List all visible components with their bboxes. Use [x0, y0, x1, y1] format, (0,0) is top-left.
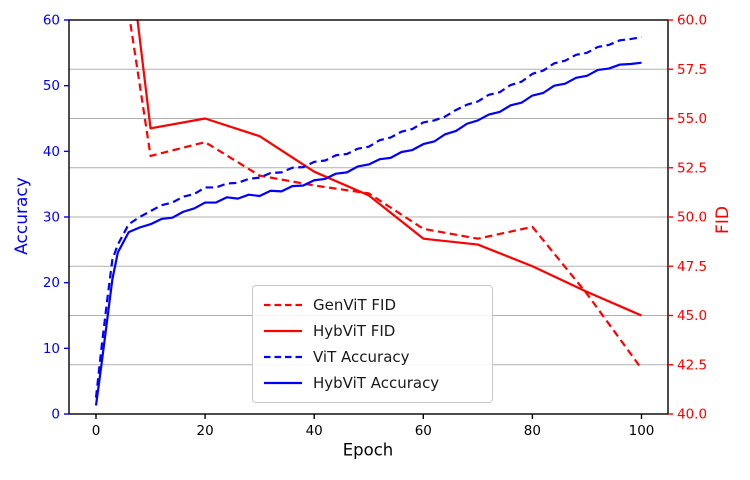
x-tick-label: 60 [415, 423, 432, 439]
y-tick-label-right: 52.5 [677, 160, 707, 176]
series-vit-accuracy [94, 35, 642, 398]
y-axis-label-left: Accuracy [12, 177, 32, 255]
y-tick-label-left: 20 [43, 275, 60, 291]
y-tick-label-right: 55.0 [677, 111, 707, 127]
x-tick-label: 100 [629, 423, 655, 439]
x-axis-label: Epoch [342, 440, 394, 460]
legend-label: HybViT FID [313, 322, 396, 340]
x-tick-label: 80 [524, 423, 541, 439]
y-tick-label-left: 0 [51, 407, 60, 423]
y-tick-label-right: 57.5 [677, 62, 707, 78]
y-tick-label-right: 40.0 [677, 407, 707, 423]
y-axis-label-right: FID [713, 206, 733, 234]
y-tick-label-right: 47.5 [677, 259, 707, 275]
y-tick-label-left: 50 [43, 78, 60, 94]
x-tick-label: 0 [92, 423, 101, 439]
series-group [94, 20, 643, 406]
legend-label: ViT Accuracy [313, 348, 410, 366]
series-hybvit-accuracy [94, 61, 642, 406]
legend-item-genvit-fid: GenViT FID [264, 293, 492, 317]
legend-line-sample-dashed-red [264, 303, 302, 307]
legend-line-sample-solid-red [264, 329, 302, 333]
legend-line-sample-dashed-blue [264, 355, 302, 359]
y-tick-label-right: 45.0 [677, 308, 707, 324]
y-tick-label-right: 42.5 [677, 357, 707, 373]
x-tick-label: 20 [197, 423, 214, 439]
y-tick-label-right: 60.0 [677, 13, 707, 29]
y-tick-label-right: 50.0 [677, 210, 707, 226]
y-tick-label-left: 30 [43, 210, 60, 226]
legend-box: GenViT FID HybViT FID ViT Accuracy HybVi… [252, 285, 493, 403]
y-tick-label-left: 60 [43, 13, 60, 29]
series-hybvit-fid [136, 20, 642, 317]
legend-item-hybvit-fid: HybViT FID [264, 319, 492, 343]
legend-label: HybViT Accuracy [313, 374, 440, 392]
series-genvit-fid [128, 20, 643, 370]
legend-item-hybvit-accuracy: HybViT Accuracy [264, 371, 492, 395]
y-tick-label-left: 10 [43, 341, 60, 357]
legend-label: GenViT FID [313, 296, 396, 314]
y-tick-label-left: 40 [43, 144, 60, 160]
legend-item-vit-accuracy: ViT Accuracy [264, 345, 492, 369]
legend-line-sample-solid-blue [264, 381, 302, 385]
x-tick-label: 40 [306, 423, 323, 439]
